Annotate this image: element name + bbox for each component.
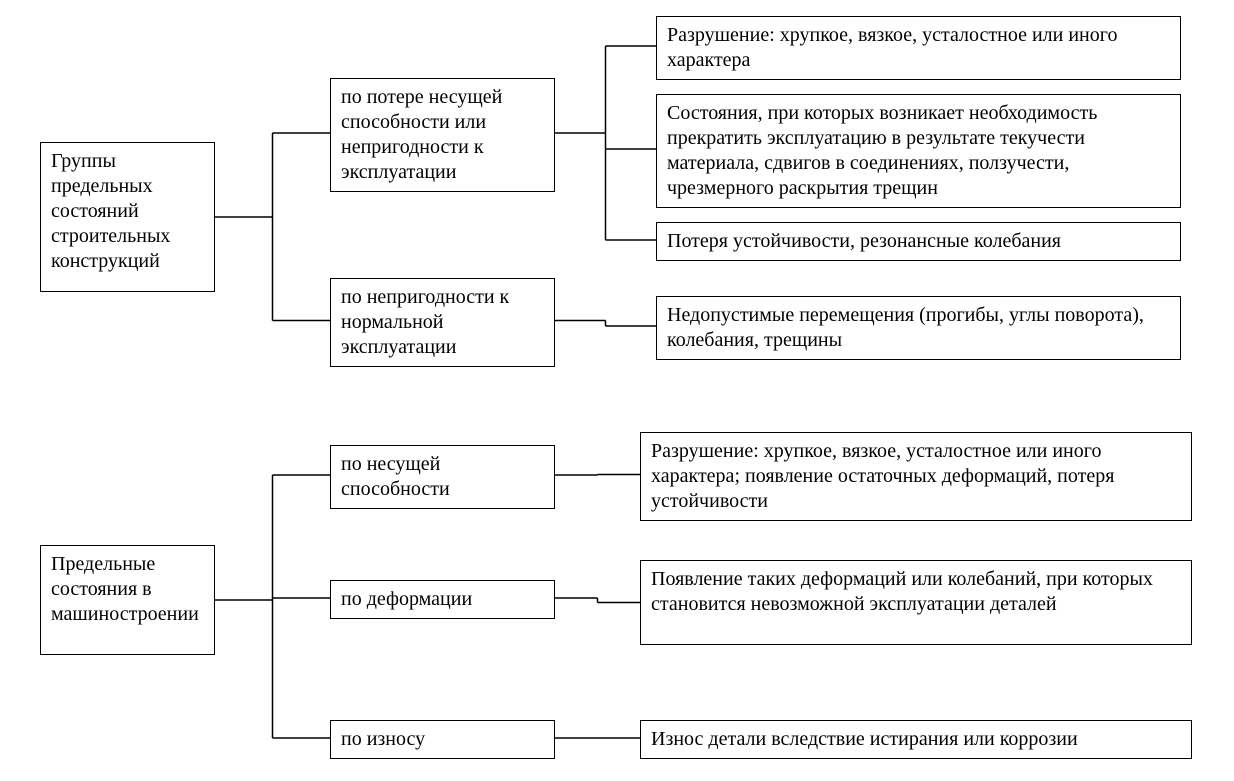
- node-r2c1: по несущей способности: [330, 445, 555, 509]
- node-root2: Предельные состояния в машиностроении: [40, 545, 215, 655]
- node-r2c2: по деформации: [330, 580, 555, 619]
- node-r1c1l1: Разрушение: хрупкое, вязкое, усталостное…: [656, 16, 1181, 80]
- node-r2c1l1: Разрушение: хрупкое, вязкое, усталостное…: [640, 432, 1192, 521]
- node-r1c2: по непригодности к нормальной эксплуатац…: [330, 278, 555, 367]
- node-r2c3l1: Износ детали вследствие истирания или ко…: [640, 720, 1192, 759]
- node-r2c3: по износу: [330, 720, 555, 759]
- node-r1c1: по потере несущей способности или неприг…: [330, 78, 555, 192]
- diagram-canvas: Группы предельных состояний строительных…: [0, 0, 1234, 781]
- node-r1c2l1: Недопустимые перемещения (прогибы, углы …: [656, 296, 1181, 360]
- node-root1: Группы предельных состояний строительных…: [40, 142, 215, 292]
- node-r1c1l2: Состояния, при которых возникает необход…: [656, 94, 1181, 208]
- node-r1c1l3: Потеря устойчивости, резонансные колебан…: [656, 222, 1181, 261]
- node-r2c2l1: Появление таких деформаций или колебаний…: [640, 560, 1192, 645]
